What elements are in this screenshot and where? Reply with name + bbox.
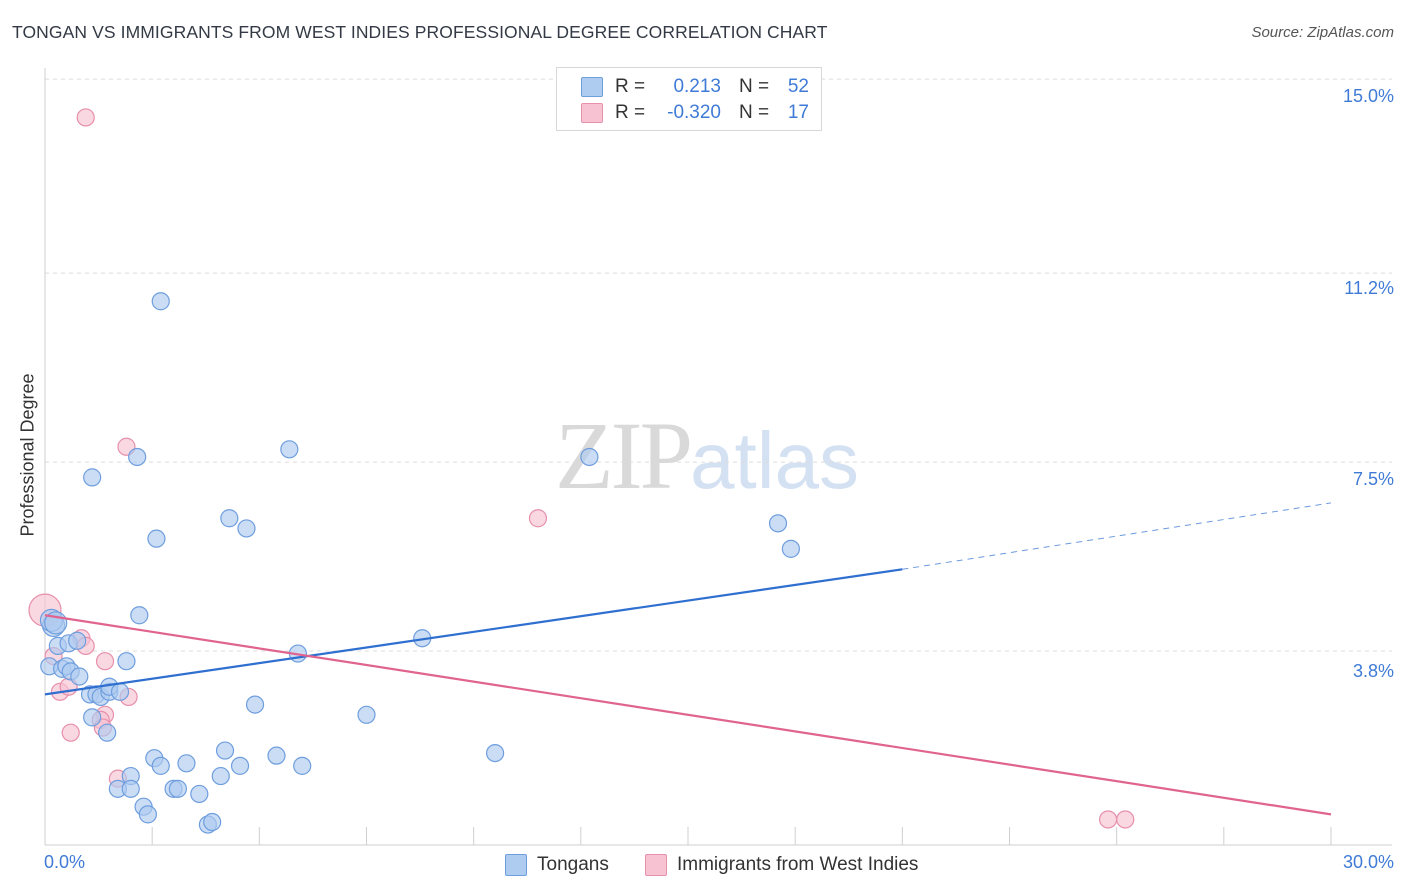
x-tick-label-max: 30.0% [1342, 852, 1394, 872]
x-tick-label-min: 0.0% [44, 852, 86, 872]
watermark-atlas: atlas [690, 416, 859, 505]
y-tick-label: 11.2% [1344, 278, 1394, 298]
tongans-point [121, 779, 140, 798]
tongans-point [237, 519, 256, 538]
y-tick-label: 3.8% [1352, 661, 1394, 681]
tongans-point [245, 695, 265, 714]
tongans-point [220, 509, 239, 528]
correlation-legend: R = 0.213 N = 52 R = -0.320 N = 17 [556, 67, 822, 131]
tongans-point [357, 705, 376, 724]
tongans-trend-extension [902, 502, 1332, 570]
watermark: ZIPatlas [555, 400, 859, 511]
tongans-point [151, 292, 170, 311]
west-indies-point [528, 509, 548, 528]
west-indies-point [95, 652, 115, 671]
y-axis-label: Professional Degree [17, 373, 38, 537]
tongans-point [267, 746, 286, 765]
tongans-point [580, 447, 599, 467]
legend-r-label: R = [615, 76, 646, 97]
west-indies-legend-swatch [645, 854, 667, 876]
series-legend: Tongans Immigrants from West Indies [0, 852, 1406, 878]
tongans-point [110, 682, 130, 701]
tongans-point [83, 708, 102, 727]
legend-n-value: 17 [787, 102, 809, 123]
tongans-point [230, 756, 250, 775]
tongans-point [190, 784, 209, 804]
tongans-point [203, 812, 222, 832]
tongans-swatch [581, 77, 603, 97]
west-indies-point [1116, 810, 1135, 829]
tongans-point [768, 514, 788, 533]
tongans-legend-swatch [505, 854, 527, 876]
watermark-zip: ZIP [555, 402, 693, 509]
tongans-point [70, 667, 89, 686]
legend-item-tongans[interactable]: Tongans [505, 852, 609, 878]
legend-r-value: -0.320 [667, 102, 721, 123]
legend-row-tongans: R = 0.213 N = 52 [581, 75, 809, 99]
tongans-point [130, 606, 149, 625]
tongans-point [151, 756, 170, 775]
legend-r-value: 0.213 [673, 76, 721, 97]
tongans-point [168, 779, 187, 798]
tongans-point [486, 743, 505, 763]
west-indies-point [76, 108, 95, 127]
legend-item-west-indies[interactable]: Immigrants from West Indies [645, 852, 918, 878]
legend-r-label: R = [615, 102, 646, 123]
tongans-point [293, 756, 312, 775]
tongans-point [83, 468, 102, 487]
legend-n-value: 52 [787, 76, 809, 97]
source-label: Source: ZipAtlas.com [1251, 24, 1394, 41]
legend-label-west-indies: Immigrants from West Indies [677, 854, 919, 875]
tongans-trend-line [44, 568, 903, 696]
legend-n-label: N = [739, 102, 770, 123]
tongans-point [128, 447, 147, 467]
tongans-point [117, 652, 136, 671]
y-tick-label: 15.0% [1342, 86, 1394, 106]
legend-n-label: N = [739, 76, 770, 97]
west-indies-point [61, 723, 80, 742]
tongans-point [138, 805, 157, 824]
west-indies-swatch [581, 103, 603, 123]
west-indies-point [1098, 810, 1118, 829]
tongans-point [147, 529, 166, 548]
legend-row-west-indies: R = -0.320 N = 17 [581, 101, 809, 125]
legend-label-tongans: Tongans [537, 854, 609, 875]
tongans-point [68, 631, 87, 650]
chart-title: TONGAN VS IMMIGRANTS FROM WEST INDIES PR… [12, 22, 828, 42]
tongans-point [781, 539, 800, 558]
tongans-point [211, 766, 230, 786]
tongans-point [177, 754, 196, 773]
tongans-point [98, 723, 117, 742]
tongans-point [215, 741, 235, 760]
west-indies-trend-line [44, 614, 1332, 816]
y-tick-label: 7.5% [1352, 469, 1394, 489]
tongans-point [280, 440, 299, 459]
